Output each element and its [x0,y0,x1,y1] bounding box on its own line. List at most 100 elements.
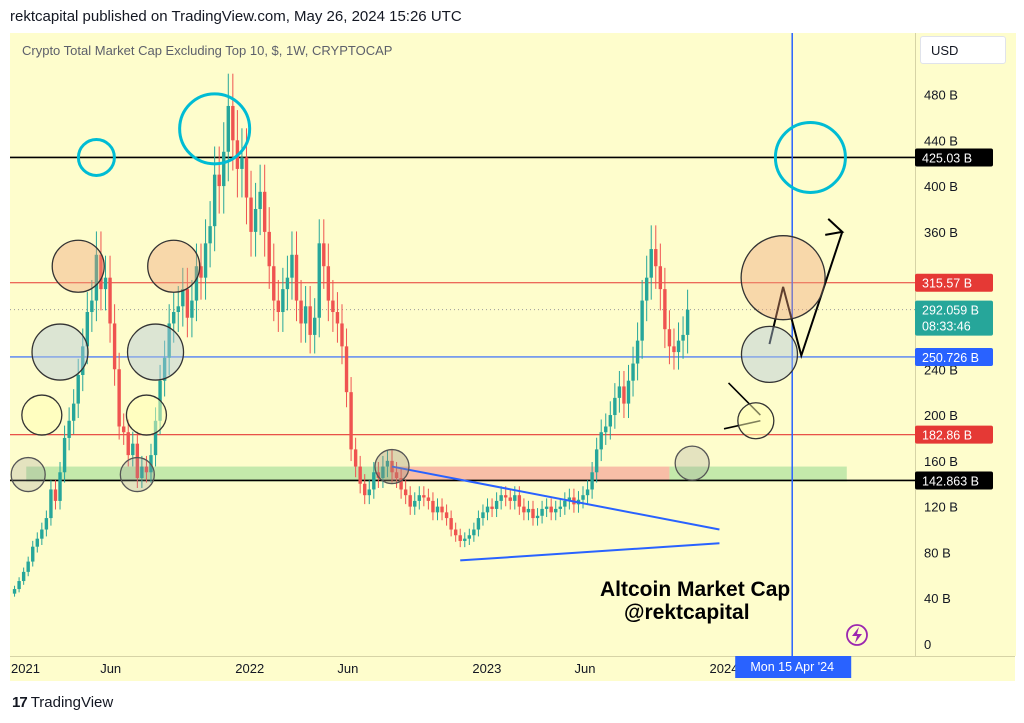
candle-97 [453,529,458,536]
candle-9 [53,489,58,501]
candle-29 [144,466,149,473]
watermark-line-1: Altcoin Market Cap [600,578,790,601]
candle-24 [121,426,126,433]
candle-55 [262,191,267,232]
candle-40 [194,266,199,301]
level-label-4: 142.863 B [922,474,979,488]
x-tick-label-2: 2022 [235,661,264,676]
candle-51 [244,157,249,198]
marker-circle-4 [119,456,155,493]
candle-99 [463,538,467,541]
tradingview-mark-icon: 17 [12,694,28,711]
candle-21 [108,277,112,324]
publisher-line: rektcapital published on TradingView.com… [10,8,462,25]
candle-12 [67,420,71,438]
candle-75 [353,449,358,467]
y-tick-label-8: 400 B [924,179,958,194]
candle-116 [540,508,544,516]
x-tick-label-5: Jun [574,661,595,676]
candle-70 [331,300,335,313]
candle-100 [467,535,472,539]
candle-146 [676,340,681,353]
candle-42 [203,243,208,278]
marker-circle-10 [737,402,775,440]
candle-96 [449,518,453,530]
y-tick-label-5: 200 B [924,408,958,423]
candle-108 [504,495,508,498]
current-price-label-bg [915,300,993,336]
candle-4 [31,546,35,562]
y-tick-label-7: 360 B [924,225,958,240]
candle-129 [599,432,603,450]
marker-circle-1 [21,394,63,436]
price-axis[interactable] [915,33,1016,656]
candle-27 [135,443,140,479]
candle-134 [622,386,626,404]
candle-135 [626,380,631,404]
x-tick-label-3: Jun [337,661,358,676]
candle-64 [303,306,308,324]
candle-50 [240,157,244,169]
level-label-bg-4 [915,471,993,490]
candle-73 [344,346,349,393]
candle-131 [608,415,613,427]
candle-53 [253,208,258,232]
candle-148 [685,309,690,335]
candle-54 [258,191,262,209]
candle-28 [140,466,144,479]
target-circle-0 [76,137,116,177]
candle-63 [299,300,303,324]
chart-plot-area[interactable] [10,33,915,656]
support-zone-2024 [669,466,847,482]
candle-103 [481,512,485,519]
candle-47 [226,105,230,152]
candle-85 [399,478,403,490]
candle-113 [526,508,531,513]
candle-25 [126,432,130,456]
candle-126 [585,489,590,496]
candle-93 [435,506,440,513]
candle-72 [340,323,344,347]
marker-circle-11 [740,325,799,384]
candle-68 [322,243,326,267]
candle-38 [185,289,190,318]
candle-45 [217,174,221,187]
candle-23 [117,369,121,427]
currency-button[interactable]: USD [920,36,1006,64]
candle-18 [94,254,99,301]
resistance-zone [392,466,670,482]
crosshair-date-label: Mon 15 Apr '24 [750,660,834,674]
candle-132 [613,397,617,416]
candle-3 [26,561,30,572]
candle-59 [281,289,285,313]
candle-17 [90,300,94,313]
candle-77 [363,483,367,496]
candle-13 [71,403,76,421]
candle-8 [49,489,53,519]
candle-122 [567,497,572,501]
level-label-0: 425.03 B [922,151,972,165]
candle-39 [190,300,194,318]
y-tick-label-0: 0 [924,637,931,652]
candle-86 [403,489,408,496]
candle-112 [522,506,526,513]
candle-114 [531,508,535,519]
tradingview-logo[interactable]: 17 TradingView [12,694,113,711]
candle-109 [508,497,512,501]
candle-142 [658,266,663,290]
candle-15 [81,346,85,375]
trendline-lower [460,542,720,562]
candle-110 [513,495,517,501]
candle-98 [458,535,462,541]
candle-10 [58,472,62,501]
candle-52 [249,197,253,232]
y-tick-label-2: 80 B [924,545,951,560]
candle-56 [267,231,271,267]
candle-66 [312,317,317,335]
candle-78 [367,489,371,496]
candle-95 [444,512,449,519]
candle-106 [494,500,499,509]
candle-88 [413,500,417,507]
candle-136 [631,363,635,381]
